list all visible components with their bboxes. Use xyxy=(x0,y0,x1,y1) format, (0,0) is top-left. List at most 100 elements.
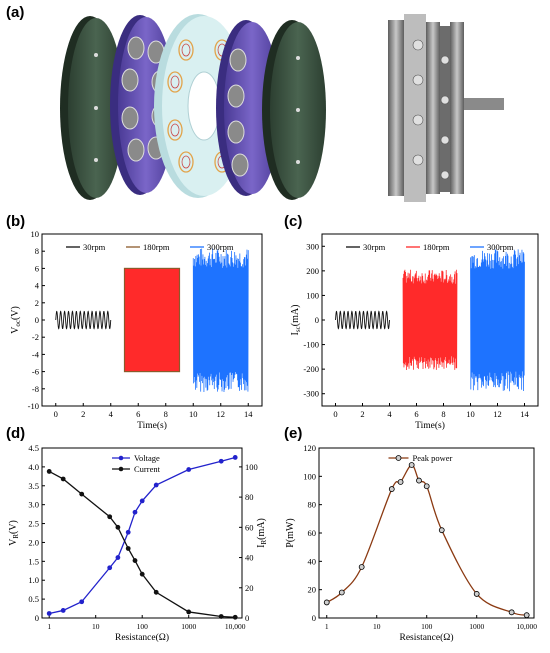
x-tick-label: 2 xyxy=(360,409,364,419)
y-tick-label-right: 100 xyxy=(245,462,258,472)
panel-label-b: (b) xyxy=(6,213,26,230)
x-tick-label: 10 xyxy=(189,409,198,419)
data-point-Voltage xyxy=(125,529,131,535)
data-point-peak-power xyxy=(408,462,415,468)
data-point-Voltage xyxy=(153,482,159,488)
y-tick-label-left: 3.0 xyxy=(28,500,39,510)
data-point-peak-power xyxy=(323,599,330,606)
y-tick-label: -2 xyxy=(32,332,39,342)
data-point-peak-power xyxy=(423,483,430,490)
x-tick-label: 14 xyxy=(244,409,253,419)
data-point-Voltage xyxy=(46,611,52,616)
y-tick-label-left: 4.0 xyxy=(28,462,39,472)
series-line-300rpm xyxy=(470,249,525,392)
data-point-peak-power xyxy=(438,527,445,534)
x-axis-label: Resistance(Ω) xyxy=(399,632,453,643)
x-tick-label: 100 xyxy=(137,622,149,631)
data-point-peak-power xyxy=(338,589,345,596)
x-tick-label: 14 xyxy=(520,409,529,419)
data-point-peak-power xyxy=(473,591,480,597)
series-line-Voltage xyxy=(49,456,236,615)
panel-label-e: (e) xyxy=(284,425,303,442)
panel-label-a: (a) xyxy=(6,4,25,21)
legend-marker xyxy=(395,455,402,461)
y-tick-label: -8 xyxy=(32,384,39,394)
series-line-Current xyxy=(48,470,236,618)
y-tick-label-right: 60 xyxy=(245,522,254,532)
y-tick-label-left: 0 xyxy=(35,613,39,623)
data-point-Current xyxy=(125,546,131,551)
legend-label: 30rpm xyxy=(363,242,386,252)
series-180rpm xyxy=(402,269,458,370)
exploded-disc-assembly-icon xyxy=(60,14,326,200)
y-tick-label-right: 0 xyxy=(245,613,249,623)
x-tick-label: 2 xyxy=(81,409,85,419)
legend-marker xyxy=(118,466,124,472)
x-tick-label: 12 xyxy=(217,409,226,419)
panel-label-c: (c) xyxy=(284,213,303,230)
y-tick-label: 4 xyxy=(35,281,40,291)
x-tick-label: 10 xyxy=(373,622,381,631)
data-point-Voltage xyxy=(232,455,238,460)
series-line-30rpm xyxy=(55,310,112,330)
series-30rpm xyxy=(335,310,390,330)
data-point-Voltage xyxy=(115,555,121,560)
y-tick-label: 8 xyxy=(35,246,39,256)
series-Peak power xyxy=(323,462,530,619)
data-point-Current xyxy=(46,469,52,474)
data-point-Current xyxy=(107,514,113,520)
series-300rpm xyxy=(192,248,249,393)
x-tick-label: 1000 xyxy=(181,622,196,631)
series-line-300rpm xyxy=(192,248,249,393)
x-tick-label: 12 xyxy=(493,409,502,419)
y-tick-label: 40 xyxy=(308,556,317,566)
y-tick-label: -300 xyxy=(303,389,319,399)
x-tick-label: 1 xyxy=(325,622,329,631)
y-tick-label: 2 xyxy=(35,298,39,308)
y-tick-label-left: 1.5 xyxy=(28,556,39,566)
y-tick-label: 60 xyxy=(308,528,317,538)
plot-frame xyxy=(318,447,535,619)
legend-label: Current xyxy=(134,464,161,474)
data-point-peak-power xyxy=(416,477,422,484)
series-line-30rpm xyxy=(335,310,390,330)
x-axis-label: Resistance(Ω) xyxy=(115,632,169,643)
data-point-Voltage xyxy=(79,599,85,605)
legend-label: 30rpm xyxy=(83,242,106,252)
data-point-peak-power xyxy=(388,486,395,492)
x-axis-label: Time(s) xyxy=(415,420,445,430)
y-axis-label: Voc(V) xyxy=(10,306,22,334)
legend: 30rpm 180rpm 300rpm xyxy=(346,242,514,252)
current-time-chart: 0 2 4 6 8 10 12 14 -300 -200 -100 0 100 200 300 Time(s)… xyxy=(290,233,539,430)
x-tick-label: 10,000 xyxy=(225,622,246,631)
legend-label: 180rpm xyxy=(423,242,450,252)
peak-power-resistance-chart: 1 10 100 1000 10,000 0 20 40 60 80 100 120 Resistanc… xyxy=(285,443,537,643)
y-tick-label-left: 2.5 xyxy=(28,519,39,529)
y-tick-label: 10 xyxy=(31,229,40,239)
y-tick-label: -6 xyxy=(32,367,39,377)
series-band-180rpm xyxy=(123,267,181,373)
x-tick-label: 8 xyxy=(441,409,445,419)
x-tick-label: 4 xyxy=(109,409,114,419)
green-disc-icon xyxy=(60,16,124,200)
data-point-Current xyxy=(132,558,138,563)
y-tick-label-left: 2.0 xyxy=(28,537,39,547)
y-tick-label: -100 xyxy=(303,340,319,350)
x-axis-label: Time(s) xyxy=(137,420,167,430)
panel-label-d: (d) xyxy=(6,425,26,442)
y-tick-label: 100 xyxy=(303,471,316,481)
x-tick-label: 10 xyxy=(92,622,100,631)
y-tick-label-left: 3.5 xyxy=(28,481,39,491)
y-tick-label-right: 20 xyxy=(245,583,254,593)
x-tick-label: 10 xyxy=(466,409,475,419)
y-tick-label: 0 xyxy=(315,315,319,325)
y-tick-label: 100 xyxy=(306,290,319,300)
data-point-Current xyxy=(115,524,121,530)
y-tick-label: 80 xyxy=(308,500,317,510)
legend-label: 300rpm xyxy=(487,242,514,252)
legend-label: 180rpm xyxy=(143,242,170,252)
figure-a-illustration xyxy=(60,14,504,202)
y-axis-label-right: IR(mA) xyxy=(256,518,268,548)
data-point-Current xyxy=(218,614,224,619)
